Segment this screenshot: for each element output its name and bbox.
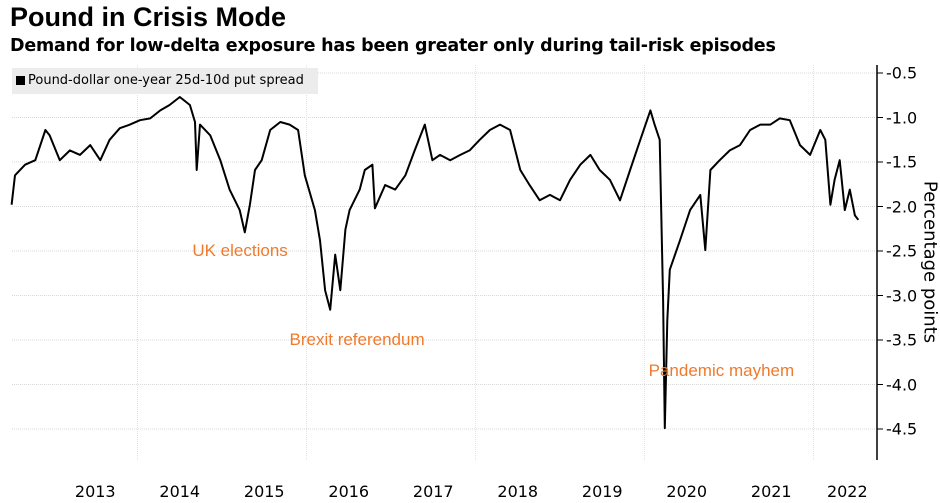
x-tick-label: 2015 [243, 482, 285, 501]
series-line [10, 96, 860, 430]
annotation-label: Brexit referendum [289, 330, 425, 349]
y-tick-label: -3.0 [886, 286, 918, 305]
legend-swatch [16, 76, 25, 85]
y-tick-label: -0.5 [886, 63, 918, 83]
y-tick-label: -1.5 [886, 152, 918, 172]
y-tick-label: -1.0 [886, 108, 918, 127]
x-tick-label: 2013 [74, 482, 116, 501]
y-tick-label: -2.5 [886, 241, 918, 261]
y-axis-label: Percentage points [919, 180, 940, 344]
x-tick-label: 2021 [750, 482, 792, 501]
x-tick-label: 2020 [666, 482, 708, 501]
y-tick-label: -4.5 [886, 419, 918, 439]
annotation-label: UK elections [192, 241, 288, 260]
legend-label: Pound-dollar one-year 25d-10d put spread [28, 73, 304, 88]
chart-subtitle: Demand for low-delta exposure has been g… [10, 36, 776, 56]
y-tick-label: -2.0 [886, 197, 918, 216]
y-tick-label: -3.5 [886, 330, 918, 350]
x-tick-label: 2022 [826, 482, 868, 501]
y-tick-label: -4.0 [886, 375, 918, 394]
legend: Pound-dollar one-year 25d-10d put spread [12, 68, 318, 94]
x-tick-label: 2014 [159, 482, 201, 501]
annotation-label: Pandemic mayhem [648, 361, 795, 381]
x-tick-label: 2018 [497, 482, 539, 501]
x-tick-label: 2019 [581, 482, 623, 501]
x-tick-label: 2017 [412, 482, 454, 501]
chart-title: Pound in Crisis Mode [10, 2, 287, 32]
x-tick-label: 2016 [328, 482, 370, 501]
